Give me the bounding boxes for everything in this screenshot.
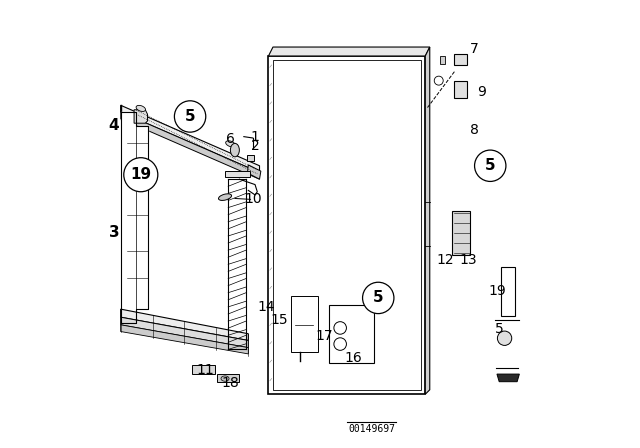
Text: 15: 15 bbox=[271, 313, 289, 327]
Text: 10: 10 bbox=[244, 192, 262, 207]
Ellipse shape bbox=[218, 194, 232, 200]
Ellipse shape bbox=[181, 123, 190, 129]
Text: 00149697: 00149697 bbox=[348, 424, 395, 434]
Text: 9: 9 bbox=[477, 85, 486, 99]
Polygon shape bbox=[454, 54, 467, 65]
Circle shape bbox=[334, 338, 346, 350]
Text: 12: 12 bbox=[436, 253, 454, 267]
Text: 13: 13 bbox=[459, 253, 477, 267]
Circle shape bbox=[334, 322, 346, 334]
Polygon shape bbox=[425, 47, 430, 394]
Polygon shape bbox=[217, 374, 239, 382]
Bar bbox=[440, 56, 445, 64]
Polygon shape bbox=[192, 365, 214, 374]
Polygon shape bbox=[120, 112, 147, 323]
Polygon shape bbox=[134, 110, 147, 123]
Text: 8: 8 bbox=[470, 123, 479, 137]
Polygon shape bbox=[120, 317, 248, 348]
Polygon shape bbox=[269, 47, 430, 56]
Text: 4: 4 bbox=[109, 118, 119, 133]
Polygon shape bbox=[120, 309, 248, 340]
Text: 11: 11 bbox=[197, 362, 214, 377]
Bar bbox=[291, 296, 317, 352]
Text: 1: 1 bbox=[251, 129, 259, 144]
Text: 19: 19 bbox=[130, 167, 152, 182]
Ellipse shape bbox=[136, 105, 145, 112]
Text: 2: 2 bbox=[251, 138, 259, 153]
Text: 5: 5 bbox=[495, 322, 504, 336]
Text: 5: 5 bbox=[373, 290, 383, 306]
Text: 16: 16 bbox=[345, 351, 362, 366]
Text: 7: 7 bbox=[470, 42, 479, 56]
Polygon shape bbox=[273, 60, 421, 390]
Text: 14: 14 bbox=[257, 300, 275, 314]
Circle shape bbox=[362, 282, 394, 314]
Text: 18: 18 bbox=[221, 376, 239, 390]
Ellipse shape bbox=[221, 376, 229, 381]
Circle shape bbox=[474, 150, 506, 181]
Bar bbox=[329, 305, 374, 363]
Polygon shape bbox=[120, 105, 260, 172]
Polygon shape bbox=[454, 81, 467, 98]
Polygon shape bbox=[246, 155, 253, 161]
Polygon shape bbox=[120, 325, 248, 354]
Text: 17: 17 bbox=[316, 329, 333, 343]
Ellipse shape bbox=[230, 143, 239, 157]
Polygon shape bbox=[225, 171, 250, 177]
Text: 5: 5 bbox=[185, 109, 195, 124]
Text: 19: 19 bbox=[488, 284, 506, 298]
Polygon shape bbox=[120, 112, 260, 179]
Text: 6: 6 bbox=[226, 132, 235, 146]
Text: 5: 5 bbox=[485, 158, 495, 173]
Ellipse shape bbox=[226, 141, 235, 147]
Text: 3: 3 bbox=[109, 225, 119, 241]
Polygon shape bbox=[248, 165, 261, 179]
Bar bbox=[502, 267, 515, 316]
Circle shape bbox=[174, 101, 206, 132]
Circle shape bbox=[497, 331, 512, 345]
Polygon shape bbox=[497, 374, 519, 382]
Polygon shape bbox=[269, 56, 425, 394]
Circle shape bbox=[435, 76, 444, 85]
Polygon shape bbox=[452, 211, 470, 255]
Circle shape bbox=[124, 158, 158, 192]
